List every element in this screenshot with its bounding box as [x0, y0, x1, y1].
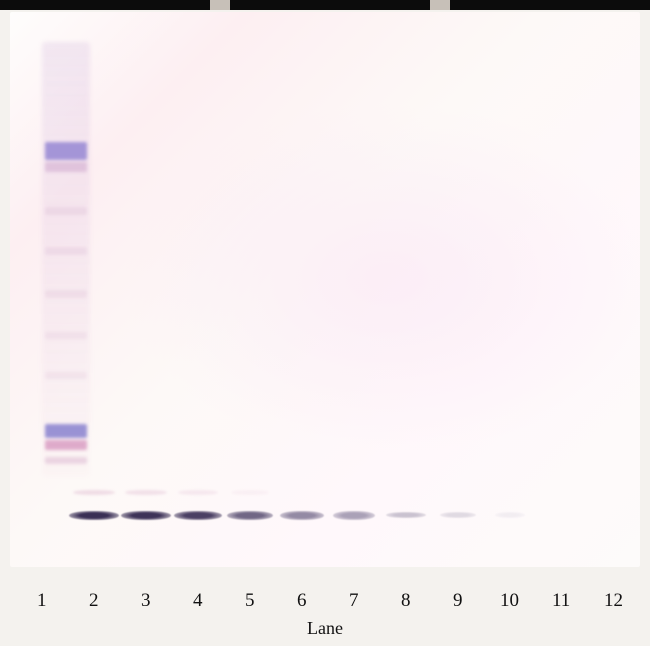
- lane-label: 1: [37, 590, 47, 612]
- lane-label: 3: [141, 590, 151, 612]
- ladder-band: [45, 247, 87, 255]
- lane-labels: 123456789101112: [0, 590, 650, 620]
- x-axis-label: Lane: [0, 618, 650, 639]
- sample-band: [69, 511, 119, 520]
- lane-label: 2: [89, 590, 99, 612]
- film-strip-segment: [230, 0, 430, 10]
- sample-upper-band: [73, 490, 115, 495]
- lane-label: 10: [500, 590, 519, 612]
- ladder-band: [45, 162, 87, 172]
- sample-band: [495, 512, 525, 518]
- lane-label: 5: [245, 590, 255, 612]
- sample-band: [121, 511, 171, 520]
- ladder-band: [45, 142, 87, 160]
- sample-band: [280, 511, 324, 520]
- ladder-smear: [42, 42, 90, 477]
- lane-label: 11: [552, 590, 570, 612]
- ladder-band: [45, 332, 87, 339]
- ladder-band: [45, 457, 87, 464]
- lane-label: 12: [604, 590, 623, 612]
- sample-upper-band: [231, 490, 269, 495]
- sample-band: [174, 511, 222, 520]
- blot-figure: 123456789101112 Lane: [0, 0, 650, 646]
- lane-label: 7: [349, 590, 359, 612]
- film-strip-segment: [0, 0, 50, 10]
- sample-band: [386, 512, 426, 518]
- lane-label: 9: [453, 590, 463, 612]
- film-strip-segment: [450, 0, 650, 10]
- lane-label: 8: [401, 590, 411, 612]
- sample-upper-band: [125, 490, 167, 495]
- ladder-band: [45, 290, 87, 298]
- sample-band: [227, 511, 273, 520]
- film-strip-segment: [430, 0, 450, 10]
- lane-label: 6: [297, 590, 307, 612]
- film-strip-segment: [210, 0, 230, 10]
- blot-membrane: [10, 12, 640, 567]
- film-strip-segment: [50, 0, 210, 10]
- ladder-band: [45, 372, 87, 379]
- sample-upper-band: [178, 490, 218, 495]
- ladder-band: [45, 424, 87, 438]
- sample-band: [440, 512, 476, 518]
- sample-band: [333, 511, 375, 520]
- ladder-band: [45, 440, 87, 450]
- ladder-band: [45, 207, 87, 215]
- lane-label: 4: [193, 590, 203, 612]
